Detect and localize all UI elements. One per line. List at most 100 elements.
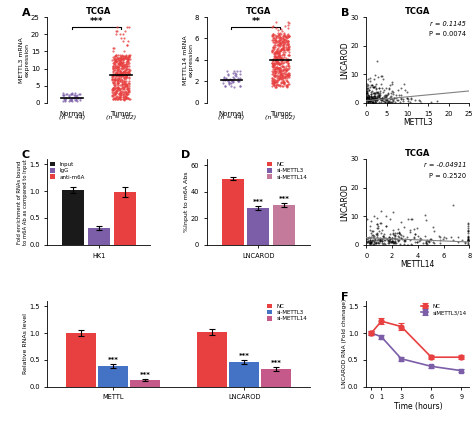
- Point: [276, 82, 283, 88]
- Point: [116, 96, 124, 102]
- Point: [367, 230, 374, 237]
- Point: [126, 52, 133, 59]
- Point: [370, 92, 378, 99]
- Point: [71, 92, 78, 99]
- Point: [68, 90, 76, 96]
- Point: [124, 85, 131, 92]
- Point: [280, 38, 288, 45]
- Point: [373, 85, 380, 92]
- Point: [116, 60, 124, 67]
- Point: [416, 98, 423, 105]
- Point: [373, 95, 381, 102]
- Point: [111, 79, 118, 86]
- Point: [276, 34, 283, 41]
- Point: [276, 34, 284, 40]
- Point: [279, 32, 286, 39]
- Point: [112, 57, 119, 63]
- Point: [112, 64, 120, 71]
- Point: [272, 78, 279, 85]
- Point: [122, 73, 129, 80]
- Point: [393, 96, 401, 103]
- Point: [118, 78, 126, 85]
- Point: [274, 59, 282, 65]
- Point: [113, 75, 121, 82]
- Point: [276, 51, 284, 58]
- Point: [284, 41, 292, 48]
- Point: [396, 241, 404, 247]
- Point: [120, 83, 128, 90]
- Point: [110, 82, 118, 89]
- Point: [284, 79, 292, 85]
- Point: [275, 38, 283, 45]
- Point: [283, 67, 291, 74]
- Point: [366, 98, 374, 105]
- Point: [465, 237, 472, 244]
- Point: [385, 98, 392, 105]
- Point: [275, 53, 283, 60]
- Point: [413, 239, 420, 246]
- Point: [367, 96, 375, 103]
- Point: [270, 61, 278, 68]
- Point: [385, 234, 393, 241]
- Point: [230, 74, 238, 81]
- Point: [268, 23, 276, 30]
- Point: [113, 88, 120, 94]
- Point: [231, 71, 238, 78]
- Point: [109, 68, 117, 75]
- Point: [388, 238, 395, 245]
- Point: [271, 53, 279, 60]
- Point: [284, 32, 292, 39]
- Point: [269, 36, 277, 43]
- Point: [397, 94, 405, 101]
- Point: [273, 47, 281, 54]
- Point: [63, 90, 71, 97]
- Point: [278, 60, 285, 66]
- Point: [125, 71, 132, 77]
- Point: [275, 52, 283, 59]
- Point: [124, 60, 132, 67]
- Point: [278, 56, 285, 63]
- Point: [388, 81, 395, 88]
- Point: [109, 73, 117, 80]
- Point: [270, 35, 278, 42]
- Point: [384, 97, 392, 104]
- Point: [115, 64, 122, 71]
- Point: [123, 86, 131, 93]
- Point: [374, 90, 382, 97]
- Point: [268, 60, 275, 66]
- Point: [116, 60, 123, 67]
- Text: (n = 44): (n = 44): [59, 115, 85, 120]
- Point: [461, 239, 468, 246]
- Point: [125, 68, 132, 75]
- Point: [272, 82, 280, 89]
- Point: [121, 79, 129, 85]
- Point: [374, 240, 382, 246]
- Point: [119, 72, 127, 79]
- Point: [272, 83, 279, 90]
- Point: [112, 90, 119, 97]
- Point: [121, 93, 128, 100]
- Point: [377, 80, 384, 87]
- Point: [277, 74, 285, 81]
- Point: [67, 96, 75, 103]
- Point: [113, 68, 121, 75]
- Point: [379, 95, 386, 102]
- Point: [277, 80, 285, 87]
- Point: [284, 44, 292, 51]
- Point: [368, 99, 376, 105]
- Point: [225, 79, 232, 86]
- Point: [270, 39, 277, 45]
- Point: [273, 58, 280, 65]
- Point: [283, 73, 290, 79]
- Point: [268, 60, 276, 67]
- Point: [274, 48, 282, 55]
- Point: [272, 34, 280, 41]
- Point: [403, 95, 410, 102]
- Point: [449, 237, 457, 244]
- Point: [110, 95, 118, 102]
- Point: [272, 39, 279, 46]
- Point: [386, 238, 393, 244]
- Point: [380, 234, 387, 241]
- Point: [447, 234, 455, 241]
- Point: [277, 56, 285, 62]
